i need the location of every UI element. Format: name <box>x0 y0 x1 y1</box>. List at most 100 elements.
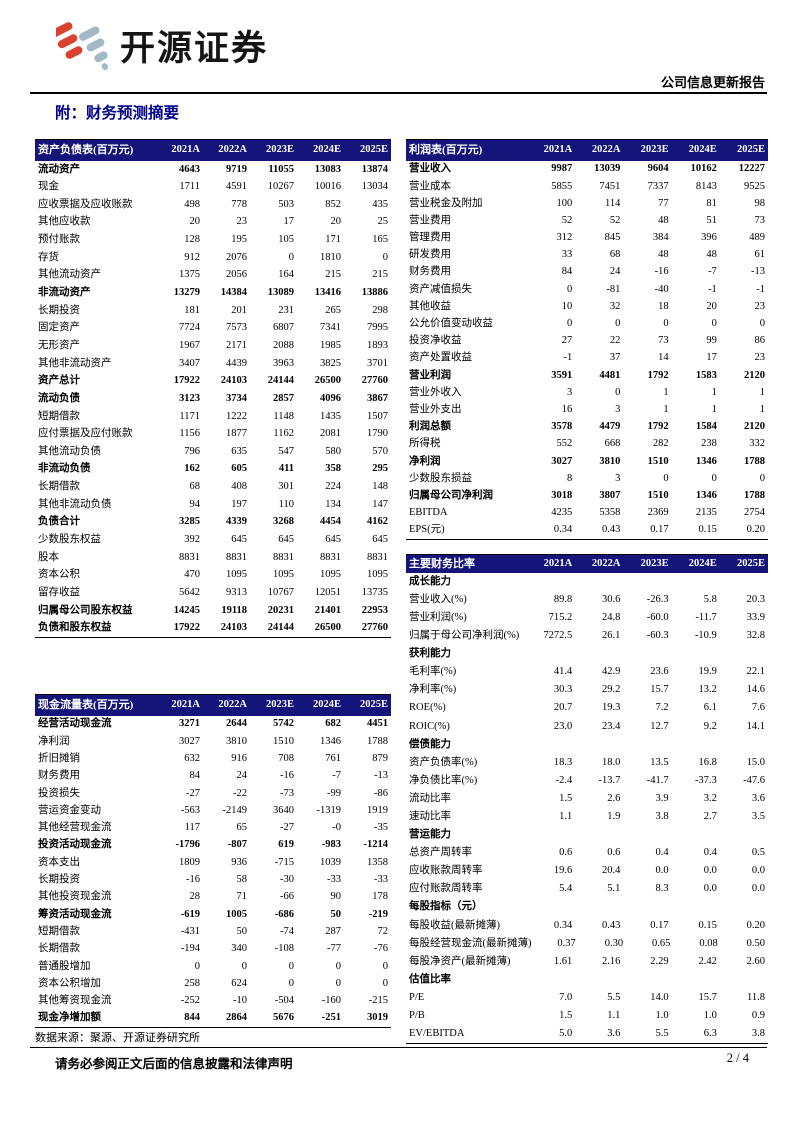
cell-value: 0.20 <box>746 524 766 536</box>
cell-value: 68 <box>609 249 621 261</box>
cell-value: 3123 <box>179 392 200 404</box>
cell-value: 10 <box>561 300 573 312</box>
cell-value: 84 <box>561 266 573 278</box>
cell-value: 5.0 <box>559 1028 573 1040</box>
row-label: 其他筹资现金流 <box>38 995 112 1007</box>
cell-value: 580 <box>325 445 341 457</box>
table-row: 研发费用 33 68 48 48 61 <box>406 247 768 264</box>
cell-value: 1985 <box>320 339 341 351</box>
row-label: 现金 <box>38 181 59 193</box>
year-header: 2024E <box>688 144 717 156</box>
cell-value: 396 <box>701 232 717 244</box>
cell-value: -16 <box>654 266 669 278</box>
cell-value: 7573 <box>226 322 247 334</box>
row-label: 营业收入 <box>409 163 451 175</box>
cell-value: 19.3 <box>602 702 621 714</box>
cell-value: 22.1 <box>746 666 766 678</box>
table-row: 流动负债 3123 3734 2857 4096 3867 <box>35 390 391 408</box>
cell-value: 4339 <box>226 516 247 528</box>
cell-value: 3810 <box>226 735 247 747</box>
table-row: 其他非流动资产 3407 4439 3963 3825 3701 <box>35 355 391 373</box>
cell-value: 51 <box>706 214 717 226</box>
cell-value: 26500 <box>314 622 341 634</box>
cell-value: 265 <box>325 304 341 316</box>
table-row: 长期投资 -16 58 -30 -33 -33 <box>35 872 391 889</box>
cell-value: 1095 <box>226 569 247 581</box>
table-row: 速动比率 1.1 1.9 3.8 2.7 3.5 <box>406 808 768 826</box>
cell-value: 52 <box>609 214 621 226</box>
cell-value: 61 <box>754 249 766 261</box>
cell-value: 0 <box>288 960 294 972</box>
row-label: 其他非流动资产 <box>38 357 112 369</box>
cell-value: 3.8 <box>751 1028 766 1040</box>
table-row: 负债合计 3285 4339 3268 4454 4162 <box>35 514 391 532</box>
cell-value: 58 <box>236 874 248 886</box>
table-row: 其他筹资现金流 -252 -10 -504 -160 -215 <box>35 993 391 1010</box>
cell-value: 100 <box>556 197 573 209</box>
cell-value: 12051 <box>314 586 341 598</box>
cell-value: 547 <box>278 445 294 457</box>
cell-value: 7272.5 <box>543 630 573 642</box>
cell-value: 489 <box>749 232 766 244</box>
cell-value: 8831 <box>273 551 294 563</box>
section-title: 附：财务预测摘要 <box>55 105 180 122</box>
cell-value: -35 <box>374 822 388 834</box>
cell-value: 12227 <box>738 163 766 175</box>
table-row: 财务费用 84 24 -16 -7 -13 <box>406 264 768 281</box>
cell-value: 94 <box>189 498 201 510</box>
cell-value: 0 <box>566 318 573 330</box>
cell-value: 312 <box>556 232 573 244</box>
cell-value: 3027 <box>179 735 200 747</box>
cell-value: 844 <box>184 1012 200 1024</box>
table-row: 偿债能力 <box>406 736 768 754</box>
cell-value: 0.65 <box>652 937 671 949</box>
cell-value: 30.6 <box>602 593 621 605</box>
cell-value: 3591 <box>551 369 573 381</box>
cell-value: 0.4 <box>703 847 717 859</box>
cell-value: 0 <box>759 318 766 330</box>
cell-value: 5.8 <box>703 593 717 605</box>
cell-value: 128 <box>184 234 200 246</box>
table-row: 资产减值损失 0 -81 -40 -1 -1 <box>406 281 768 298</box>
cell-value: 13416 <box>314 287 341 299</box>
cell-value: -81 <box>606 283 621 295</box>
cell-value: 3271 <box>179 718 200 730</box>
table-row: 净利润 3027 3810 1510 1346 1788 <box>406 453 768 470</box>
cell-value: 24 <box>236 770 248 782</box>
cell-value: 23.6 <box>650 666 669 678</box>
cell-value: 1.0 <box>703 1010 717 1022</box>
row-label: 少数股东权益 <box>38 534 101 546</box>
cell-value: 14384 <box>220 287 247 299</box>
row-label: 其他经营现金流 <box>38 822 112 834</box>
table-row: 其他流动资产 1375 2056 164 215 215 <box>35 267 391 285</box>
cell-value: 435 <box>372 198 388 210</box>
cell-value: 1346 <box>320 735 341 747</box>
cell-value: 1.5 <box>559 1010 573 1022</box>
cell-value: 17922 <box>173 622 200 634</box>
cell-value: 1435 <box>320 410 341 422</box>
cell-value: 13034 <box>361 181 388 193</box>
row-label: 投资活动现金流 <box>38 839 112 851</box>
cell-value: 0.15 <box>698 919 717 931</box>
cell-value: -76 <box>374 943 388 955</box>
cell-value: -1 <box>563 352 573 364</box>
cell-value: 0 <box>711 472 717 484</box>
cell-value: 1039 <box>320 856 341 868</box>
cell-value: 0.9 <box>751 1010 766 1022</box>
cell-value: -99 <box>327 787 341 799</box>
cell-value: 0.5 <box>751 847 766 859</box>
table-row: 净负债比率(%) -2.4 -13.7 -41.7 -37.3 -47.6 <box>406 772 768 790</box>
cell-value: -27 <box>280 822 294 834</box>
row-label: 每股经营现金流(最新摊薄) <box>409 937 532 949</box>
cell-value: 65 <box>236 822 248 834</box>
cell-value: 0.43 <box>602 524 621 536</box>
row-label: 应付票据及应付账款 <box>38 428 133 440</box>
row-label: 其他流动资产 <box>38 269 101 281</box>
cell-value: 0 <box>288 977 294 989</box>
cell-value: -1214 <box>363 839 389 851</box>
table-row: 资产负债率(%) 18.3 18.0 13.5 16.8 15.0 <box>406 754 768 772</box>
row-label: 营业外收入 <box>409 386 462 398</box>
cell-value: 3807 <box>599 489 621 501</box>
table-row: 非流动资产 13279 14384 13089 13416 13886 <box>35 284 391 302</box>
row-label: EBITDA <box>409 507 448 519</box>
